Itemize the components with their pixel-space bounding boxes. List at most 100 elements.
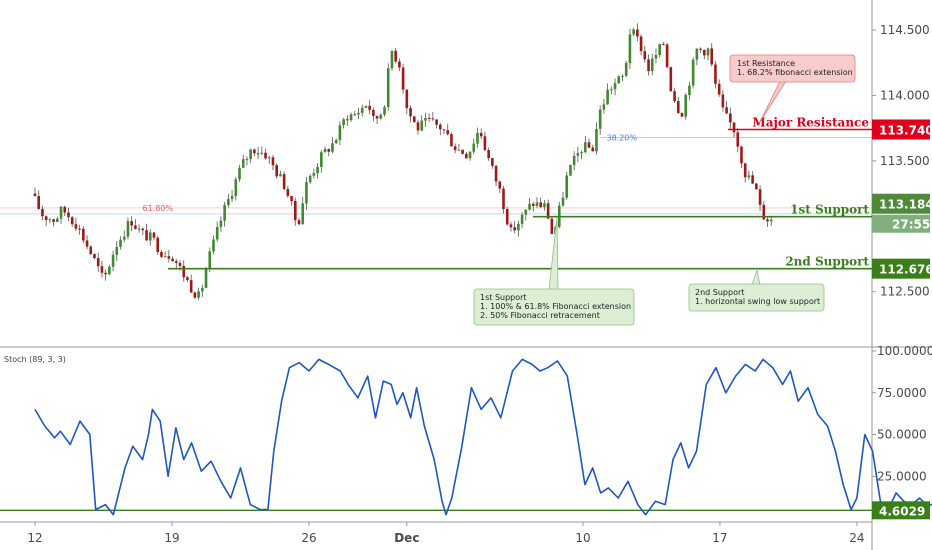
support1-note-line: 1. 100% & 61.8% Fibonacci extension <box>480 302 631 311</box>
candle-body <box>505 209 509 225</box>
candle-body <box>234 179 238 197</box>
countdown-tag <box>872 214 930 233</box>
candle-body <box>74 224 78 229</box>
candle-body <box>710 48 714 65</box>
fib-label-38: 38.20% <box>606 133 637 142</box>
candle-body <box>636 29 639 37</box>
candle-body <box>520 214 524 224</box>
indicator-title: Stoch (89, 3, 3) <box>4 355 66 364</box>
candle-body <box>665 44 669 68</box>
candle-body <box>78 228 81 230</box>
candle-body <box>702 49 706 56</box>
last-price-text: 113.184 <box>879 198 932 212</box>
candle-body <box>743 163 747 178</box>
candle-body <box>524 209 528 215</box>
candle-body <box>33 193 37 197</box>
axes-layer[interactable]: 114.500 114.000 113.500 112.500 100.0000 75.0… <box>27 23 932 545</box>
candle-body <box>152 232 156 238</box>
candle-body <box>450 134 453 147</box>
candle-body <box>122 236 126 240</box>
support2-label: 2nd Support <box>785 255 869 269</box>
time-tick-label: Dec <box>394 531 419 545</box>
candle-body <box>323 148 327 153</box>
candle-body <box>312 173 316 176</box>
candle-body <box>580 152 583 154</box>
candle-body <box>174 261 178 263</box>
candle-body <box>171 258 174 262</box>
price-tick-label: 114.000 <box>880 88 930 102</box>
candle-body <box>673 91 676 102</box>
candle-body <box>100 266 104 273</box>
candle-body <box>163 256 167 258</box>
candle-body <box>424 118 427 121</box>
candle-body <box>688 85 691 96</box>
candle-body <box>766 219 769 222</box>
candle-body <box>63 206 67 213</box>
candle-body <box>230 196 234 199</box>
candle-body <box>372 109 375 116</box>
candle-body <box>394 50 397 62</box>
candle-body <box>729 113 732 123</box>
candle-body <box>126 221 130 237</box>
candle-body <box>342 119 345 126</box>
candle-body <box>621 75 624 77</box>
time-tick-label: 10 <box>575 531 590 545</box>
candle-body <box>338 125 342 141</box>
support2-price-text: 112.676 <box>879 263 932 277</box>
price-tick-label: 114.500 <box>880 23 930 37</box>
candle-body <box>758 189 762 205</box>
candle-body <box>67 212 70 218</box>
candle-body <box>212 239 215 252</box>
candle-body <box>44 216 48 221</box>
candle-body <box>669 67 673 92</box>
candle-body <box>297 220 301 225</box>
resistance-label: Major Resistance <box>752 115 869 129</box>
candle-body <box>137 228 141 230</box>
candle-body <box>598 109 602 129</box>
time-tick-label: 19 <box>164 531 179 545</box>
candle-body <box>747 175 751 178</box>
candle-body <box>290 195 293 202</box>
candle-body <box>662 44 665 46</box>
candle-body <box>219 220 223 227</box>
stoch-tick-label: 25.0000 <box>877 469 927 483</box>
candle-body <box>714 64 717 84</box>
levels-layer: Major Resistance 113.740 1st Support 113.18… <box>168 115 932 279</box>
support2-note-line: 2nd Support <box>695 288 744 297</box>
countdown-text: 27:55 <box>892 218 930 232</box>
support2-note-box <box>688 283 825 312</box>
candle-body <box>316 166 319 174</box>
candle-body <box>193 292 197 298</box>
candle-body <box>256 153 260 155</box>
candle-body <box>591 147 595 152</box>
candle-body <box>115 246 119 255</box>
candle-body <box>412 116 416 123</box>
candle-body <box>301 203 305 225</box>
candle-body <box>479 132 483 137</box>
time-tick-label: 17 <box>712 531 727 545</box>
candle-body <box>238 167 241 180</box>
resistance-note-line: 1st Resistance <box>737 59 795 68</box>
candle-body <box>628 34 632 64</box>
candle-body <box>565 175 569 198</box>
candle-body <box>264 152 267 159</box>
candle-body <box>186 277 189 281</box>
candle-body <box>398 61 401 68</box>
candle-body <box>528 203 531 210</box>
resistance-note-line: 1. 68.2% fibonacci extension <box>737 68 853 77</box>
candle-body <box>509 224 513 228</box>
candle-body <box>182 265 186 278</box>
candle-body <box>320 152 323 167</box>
candle-body <box>624 63 628 76</box>
candle-body <box>416 122 420 131</box>
candle-body <box>59 206 63 219</box>
candle-body <box>108 266 111 275</box>
candle-body <box>632 29 635 35</box>
candle-body <box>85 240 89 247</box>
candle-body <box>241 159 245 168</box>
candle-body <box>275 165 278 177</box>
candle-body <box>260 152 264 154</box>
candle-body <box>178 262 182 266</box>
candle-body <box>531 203 535 206</box>
fibonacci-layer: 38.20% 61.80% <box>0 133 872 215</box>
